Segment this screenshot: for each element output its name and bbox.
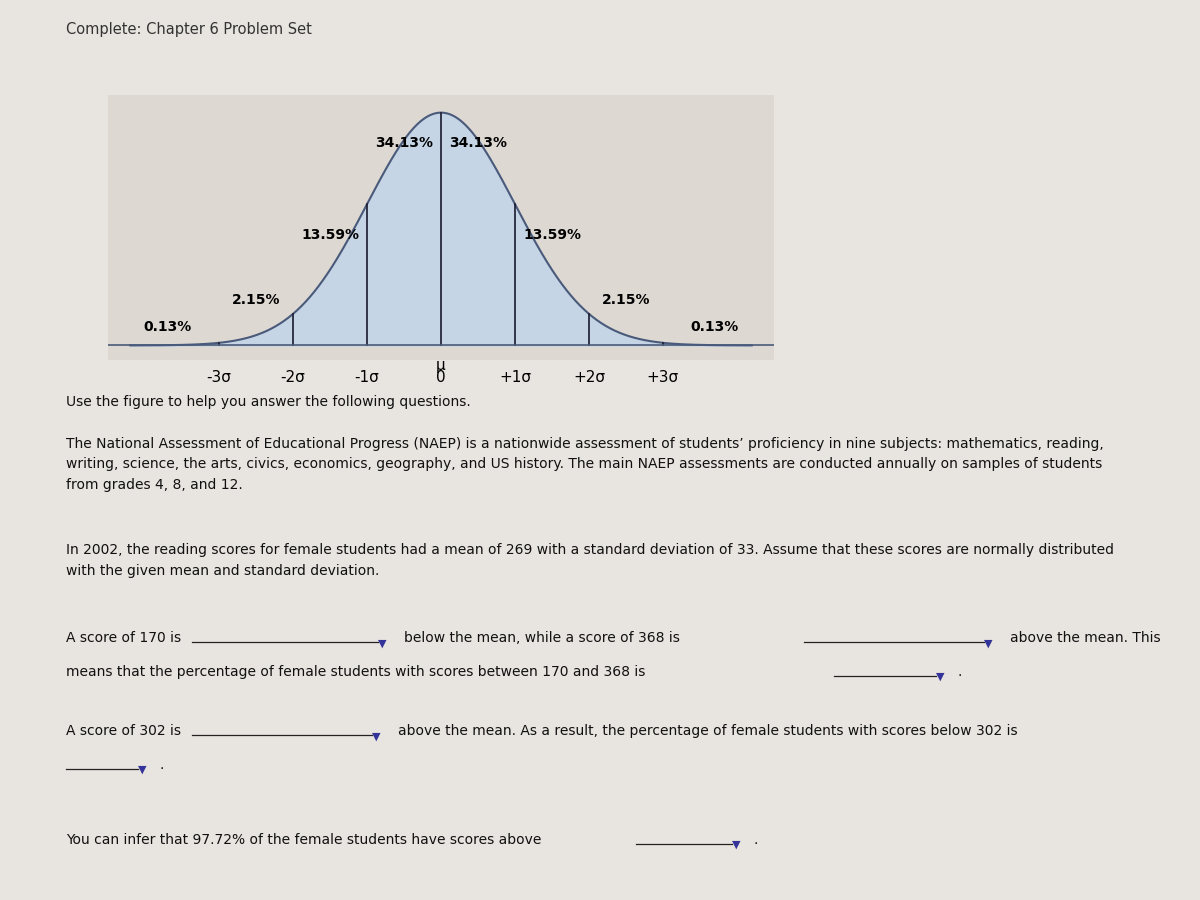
Text: ▼: ▼ <box>984 638 992 648</box>
Text: ▼: ▼ <box>372 732 380 742</box>
Text: .: . <box>160 758 164 771</box>
Text: μ: μ <box>436 358 446 374</box>
Text: A score of 302 is: A score of 302 is <box>66 724 181 738</box>
Text: A score of 170 is: A score of 170 is <box>66 631 181 645</box>
Text: .: . <box>958 664 962 679</box>
Text: In 2002, the reading scores for female students had a mean of 269 with a standar: In 2002, the reading scores for female s… <box>66 543 1114 578</box>
Text: 0.13%: 0.13% <box>691 320 739 334</box>
Text: 0.13%: 0.13% <box>143 320 191 334</box>
Text: 2.15%: 2.15% <box>601 293 650 308</box>
Text: The National Assessment of Educational Progress (NAEP) is a nationwide assessmen: The National Assessment of Educational P… <box>66 436 1104 492</box>
Text: 13.59%: 13.59% <box>301 228 359 241</box>
Text: means that the percentage of female students with scores between 170 and 368 is: means that the percentage of female stud… <box>66 664 646 679</box>
Text: Use the figure to help you answer the following questions.: Use the figure to help you answer the fo… <box>66 395 470 410</box>
Text: .: . <box>754 832 758 847</box>
Text: above the mean. This: above the mean. This <box>1010 631 1162 645</box>
Text: Complete: Chapter 6 Problem Set: Complete: Chapter 6 Problem Set <box>66 22 312 37</box>
Text: 13.59%: 13.59% <box>523 228 581 241</box>
Text: ▼: ▼ <box>138 765 146 775</box>
Text: ▼: ▼ <box>732 840 740 850</box>
Text: ▼: ▼ <box>936 671 944 682</box>
Text: above the mean. As a result, the percentage of female students with scores below: above the mean. As a result, the percent… <box>398 724 1018 738</box>
Text: 2.15%: 2.15% <box>232 293 281 308</box>
Text: below the mean, while a score of 368 is: below the mean, while a score of 368 is <box>404 631 680 645</box>
Text: ▼: ▼ <box>378 638 386 648</box>
Text: You can infer that 97.72% of the female students have scores above: You can infer that 97.72% of the female … <box>66 832 541 847</box>
Text: 34.13%: 34.13% <box>449 136 508 150</box>
Text: 34.13%: 34.13% <box>374 136 433 150</box>
